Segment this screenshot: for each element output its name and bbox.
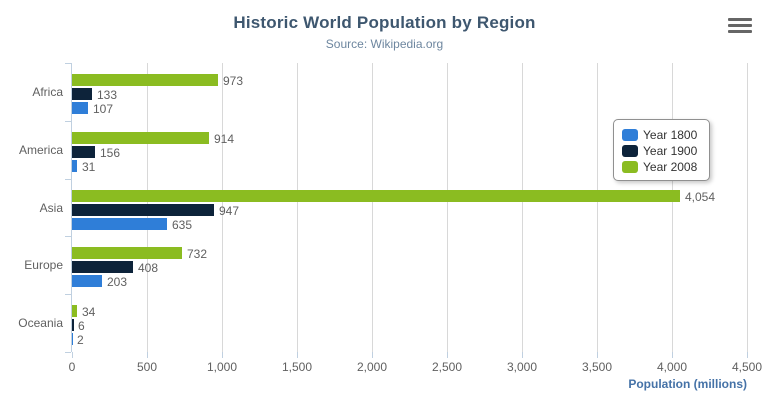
x-axis-tick-label: 2,500 [431,360,463,374]
gridline [597,63,598,352]
bar-value-label: 133 [97,88,118,102]
bar-value-label: 635 [172,218,193,232]
legend-item-label: Year 2008 [643,159,698,174]
x-axis-tick-label: 1,000 [206,360,238,374]
gridline [447,63,448,352]
x-axis-tick [297,352,298,358]
category-axis-tick [65,236,71,237]
bar-europe-year-2008[interactable] [72,247,182,259]
bar-oceania-year-2008[interactable] [72,305,78,317]
x-axis-tick [72,352,73,358]
gridline [672,63,673,352]
bar-asia-year-2008[interactable] [72,190,681,202]
bar-america-year-1900[interactable] [72,146,96,158]
x-axis-tick-label: 4,000 [656,360,688,374]
bar-oceania-year-1900[interactable] [72,319,74,331]
x-axis-tick-label: 1,500 [281,360,313,374]
category-axis-tick [65,121,71,122]
category-label: Europe [24,258,63,272]
bar-value-label: 914 [214,132,235,146]
legend-item-label: Year 1900 [643,143,698,158]
gridline [297,63,298,352]
category-label: Asia [39,201,63,215]
chart-title: Historic World Population by Region [233,13,536,32]
legend-swatch-icon [622,160,638,173]
legend-item-label: Year 1800 [643,127,698,142]
bar-america-year-2008[interactable] [72,132,210,144]
legend-item-year-1800[interactable]: Year 1800 [622,127,709,142]
bar-europe-year-1900[interactable] [72,261,134,273]
bar-value-label: 947 [219,204,240,218]
legend-item-year-1900[interactable]: Year 1900 [622,143,709,158]
legend: Year 1800 Year 1900 Year 2008 [613,119,710,181]
legend-item-year-2008[interactable]: Year 2008 [622,159,709,174]
legend-swatch-icon [622,144,638,157]
legend-swatch-icon [622,128,638,141]
x-axis-tick [522,352,523,358]
x-axis-tick-label: 2,000 [356,360,388,374]
x-axis-tick-label: 0 [68,360,76,374]
bar-asia-year-1800[interactable] [72,218,168,230]
x-axis-tick [147,352,148,358]
gridline [222,63,223,352]
category-axis-line [71,63,72,352]
bar-value-label: 4,054 [685,190,716,204]
x-axis-tick [747,352,748,358]
bar-value-label: 408 [138,261,159,275]
category-label: America [18,143,63,157]
bar-asia-year-1900[interactable] [72,204,215,216]
bar-africa-year-1900[interactable] [72,88,92,100]
bar-africa-year-1800[interactable] [72,102,89,114]
bar-value-label: 732 [187,247,208,261]
x-axis-tick [672,352,673,358]
gridline [747,63,748,352]
bar-value-label: 203 [107,275,128,289]
x-axis-tick [372,352,373,358]
x-axis-title: Population (millions) [628,377,747,391]
bar-value-label: 6 [78,319,85,333]
x-axis-tick-label: 4,500 [731,360,763,374]
x-axis-tick-label: 3,500 [581,360,613,374]
chart-subtitle: Source: Wikipedia.org [325,37,444,51]
bar-value-label: 107 [93,102,114,116]
category-axis-tick [65,294,71,295]
x-axis-tick-label: 500 [136,360,158,374]
x-axis-tick [222,352,223,358]
x-axis-tick [447,352,448,358]
category-label: Africa [32,85,63,99]
bar-europe-year-1800[interactable] [72,275,103,287]
category-axis-tick [65,63,71,64]
x-axis-tick-label: 3,000 [506,360,538,374]
hamburger-menu-icon[interactable] [728,18,752,35]
x-axis-tick [597,352,598,358]
gridline [522,63,523,352]
bar-value-label: 156 [100,146,121,160]
gridline [372,63,373,352]
bar-value-label: 2 [77,333,84,347]
bar-value-label: 31 [82,160,96,174]
bar-america-year-1800[interactable] [72,160,77,172]
bar-africa-year-2008[interactable] [72,74,218,86]
category-axis-tick [65,179,71,180]
bar-value-label: 973 [223,74,244,88]
bar-value-label: 34 [82,305,96,319]
category-axis-tick [65,352,71,353]
category-label: Oceania [18,316,63,330]
